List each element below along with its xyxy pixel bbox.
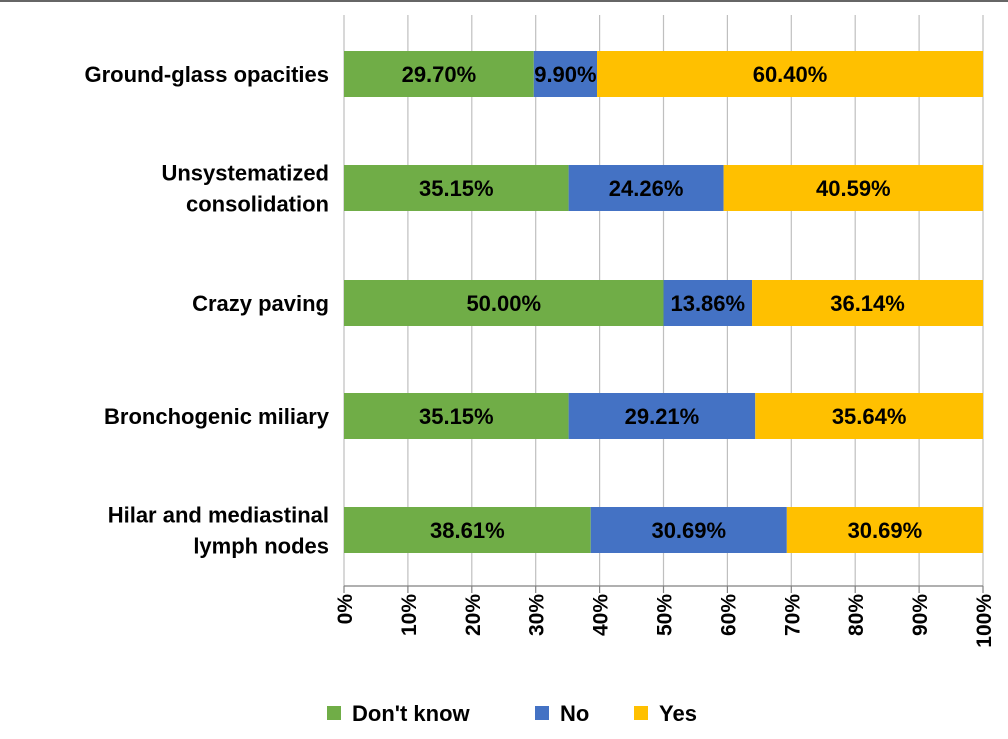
x-tick-label: 20% — [462, 594, 485, 636]
data-label: 24.26% — [609, 176, 684, 201]
bars: 29.70% 9.90% 60.40% 35.15% 24.26% 40.59% 50.00… — [344, 51, 983, 553]
legend-label: Don't know — [352, 701, 471, 726]
bar-segment — [723, 165, 983, 211]
data-label: 35.15% — [419, 176, 494, 201]
data-label: 29.21% — [625, 404, 700, 429]
data-label: 40.59% — [816, 176, 891, 201]
category-label: Unsystematized consolidation — [161, 161, 329, 217]
x-axis-ticks: 0% 10% 20% 30% 40% 50% 60% 70% 80% 90% 100% — [334, 585, 996, 648]
x-tick-label: 50% — [654, 594, 677, 636]
bar-segment — [344, 393, 569, 439]
bar-segment — [344, 507, 591, 553]
bar-segment — [568, 165, 724, 211]
data-label: 9.90% — [534, 62, 596, 87]
data-label: 30.69% — [651, 518, 726, 543]
bar-segment — [533, 51, 598, 97]
x-tick-label: 60% — [717, 594, 740, 636]
category-label: Crazy paving — [192, 291, 329, 316]
bar-segment — [752, 280, 983, 326]
bar-segment — [663, 280, 753, 326]
x-tick-label: 100% — [973, 594, 996, 648]
bar-segment — [344, 165, 569, 211]
category-label: Bronchogenic miliary — [104, 404, 330, 429]
x-tick-label: 10% — [398, 594, 421, 636]
legend-label: Yes — [659, 701, 697, 726]
bar-segment — [344, 280, 664, 326]
x-tick-label: 0% — [334, 594, 357, 625]
data-label: 35.15% — [419, 404, 494, 429]
data-label: 36.14% — [830, 291, 905, 316]
data-label: 38.61% — [430, 518, 505, 543]
bar-segment — [590, 507, 787, 553]
legend: Don't know No Yes — [327, 701, 697, 726]
data-label: 60.40% — [753, 62, 828, 87]
x-tick-label: 90% — [909, 594, 932, 636]
legend-swatch — [535, 706, 549, 720]
data-label: 29.70% — [402, 62, 477, 87]
x-tick-label: 30% — [526, 594, 549, 636]
category-labels: Ground-glass opacities Unsystematized cons… — [85, 62, 330, 559]
bar-segment — [786, 507, 983, 553]
bar-segment — [568, 393, 756, 439]
x-tick-label: 80% — [845, 594, 868, 636]
category-label: Hilar and mediastinal lymph nodes — [108, 503, 329, 559]
bar-segment — [597, 51, 983, 97]
data-label: 30.69% — [848, 518, 923, 543]
data-label: 13.86% — [670, 291, 745, 316]
legend-swatch — [634, 706, 648, 720]
category-label: Ground-glass opacities — [85, 62, 330, 87]
data-label: 50.00% — [466, 291, 541, 316]
data-label: 35.64% — [832, 404, 907, 429]
bar-segment — [755, 393, 983, 439]
x-tick-label: 40% — [590, 594, 613, 636]
legend-label: No — [560, 701, 589, 726]
bar-segment — [344, 51, 534, 97]
x-tick-label: 70% — [781, 594, 804, 636]
legend-swatch — [327, 706, 341, 720]
